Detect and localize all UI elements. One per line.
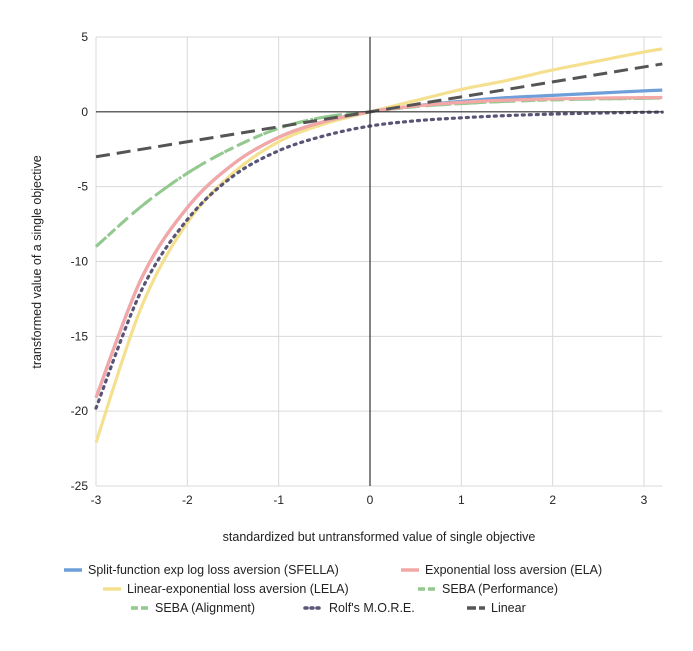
series-lines — [94, 47, 664, 444]
x-tick-label: -1 — [273, 493, 284, 507]
x-tick-label: 2 — [549, 493, 556, 507]
y-tick-label: 0 — [81, 105, 88, 119]
legend-label-5: Rolf's M.O.R.E. — [329, 601, 415, 615]
legend-label-1: Exponential loss aversion (ELA) — [425, 563, 602, 577]
y-axis-title: transformed value of a single objective — [30, 155, 44, 368]
y-tick-label: -10 — [71, 255, 89, 269]
axes — [96, 37, 662, 486]
x-tick-label: -3 — [91, 493, 102, 507]
series-line-0 — [94, 88, 663, 399]
y-tick-label: -20 — [71, 404, 89, 418]
legend-label-6: Linear — [491, 601, 526, 615]
legend-label-0: Split-function exp log loss aversion (SF… — [88, 563, 339, 577]
x-tick-label: 3 — [641, 493, 648, 507]
series-line-4 — [95, 96, 663, 248]
x-tick-label: 0 — [367, 493, 374, 507]
y-tick-label: -25 — [71, 479, 89, 493]
y-tick-label: 5 — [81, 30, 88, 44]
series-line-5 — [94, 110, 664, 410]
y-tick-label: -15 — [71, 329, 89, 343]
series-line-3 — [95, 96, 663, 248]
legend: Split-function exp log loss aversion (SF… — [64, 563, 602, 615]
x-tick-label: 1 — [458, 493, 465, 507]
legend-label-2: Linear-exponential loss aversion (LELA) — [127, 582, 349, 596]
legend-label-4: SEBA (Alignment) — [155, 601, 255, 615]
grid — [95, 36, 662, 487]
legend-label-3: SEBA (Performance) — [442, 582, 558, 596]
series-line-2 — [94, 47, 663, 444]
series-line-6 — [95, 62, 663, 159]
tick-labels: 50-5-10-15-20-25-3 -2 -1 0 1 2 3 — [71, 30, 648, 507]
y-tick-label: -5 — [77, 180, 88, 194]
x-tick-label: -2 — [182, 493, 193, 507]
x-axis-title: standardized but untransformed value of … — [223, 530, 536, 544]
